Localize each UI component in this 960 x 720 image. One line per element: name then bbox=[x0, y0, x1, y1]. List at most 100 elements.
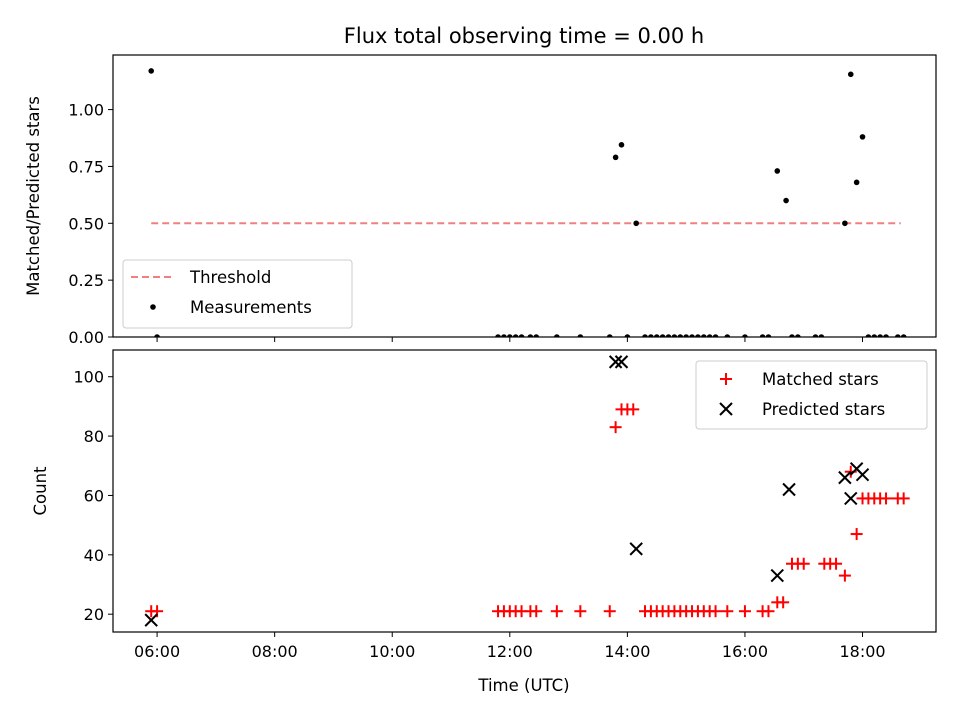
measurement-point bbox=[683, 334, 689, 337]
matched-star-marker bbox=[830, 557, 843, 570]
bottom-y-tick-label: 20 bbox=[84, 605, 104, 624]
predicted-star-marker bbox=[614, 355, 629, 369]
measurement-point bbox=[671, 334, 678, 337]
measurement-point bbox=[712, 334, 719, 337]
matched-star-marker bbox=[850, 528, 863, 541]
bottom-legend-box bbox=[695, 360, 928, 430]
matched-star-marker bbox=[550, 605, 563, 618]
bottom-y-tick-label: 40 bbox=[84, 546, 104, 565]
x-tick-label: 06:00 bbox=[134, 642, 180, 661]
matched-star-marker bbox=[530, 605, 543, 618]
top-axes: 0.00 0.25 0.50 0.75 1.00 bbox=[68, 101, 864, 347]
matched-star-marker bbox=[609, 421, 622, 434]
top-plot-marks bbox=[148, 68, 907, 337]
measurement-point bbox=[774, 168, 781, 174]
predicted-star-marker bbox=[608, 355, 623, 369]
x-tick-label: 10:00 bbox=[369, 642, 415, 661]
measurement-point bbox=[795, 334, 801, 337]
legend-threshold-label: Threshold bbox=[189, 268, 271, 287]
bottom-marks-clip bbox=[144, 355, 910, 627]
legend-matched-label: Matched stars bbox=[762, 370, 879, 389]
measurement-point bbox=[706, 334, 713, 337]
matched-star-marker bbox=[838, 569, 851, 582]
x-tick-label: 16:00 bbox=[722, 642, 768, 661]
measurement-point bbox=[507, 334, 513, 337]
legend-measurements-label: Measurements bbox=[190, 298, 312, 317]
predicted-star-marker bbox=[844, 491, 858, 506]
measurement-point bbox=[783, 197, 789, 204]
measurement-point bbox=[724, 334, 731, 337]
measurement-point bbox=[642, 334, 648, 337]
matched-star-marker bbox=[603, 605, 616, 618]
measurement-point bbox=[554, 334, 560, 337]
measurement-point bbox=[501, 334, 507, 337]
legend-predicted-label: Predicted stars bbox=[762, 400, 885, 419]
top-y-tick-label: 0.25 bbox=[68, 271, 104, 290]
bottom-y-tick-label: 80 bbox=[84, 427, 104, 446]
predicted-star-marker bbox=[770, 568, 784, 583]
x-tick-label: 08:00 bbox=[252, 642, 298, 661]
matched-star-marker bbox=[897, 492, 910, 505]
measurement-point bbox=[853, 179, 860, 186]
matched-star-marker bbox=[738, 605, 751, 618]
bottom-plot-frame bbox=[112, 349, 937, 633]
matched-star-marker bbox=[721, 605, 734, 618]
measurement-point bbox=[518, 334, 525, 337]
measurement-point bbox=[665, 334, 672, 337]
matched-star-marker bbox=[777, 596, 790, 609]
measurement-point bbox=[512, 334, 519, 337]
measurement-point bbox=[148, 68, 155, 74]
measurement-point bbox=[859, 134, 866, 140]
legend-matched-swatch bbox=[720, 373, 732, 385]
matched-star-marker bbox=[880, 492, 893, 505]
predicted-star-marker bbox=[144, 613, 158, 627]
top-y-tick-label: 0.75 bbox=[68, 157, 104, 176]
measurement-point bbox=[894, 334, 901, 337]
measurement-point bbox=[847, 71, 854, 78]
measurement-point bbox=[154, 334, 160, 337]
legend-measurements-swatch bbox=[150, 304, 156, 310]
bottom-axes: 20 40 60 80 100 06:00 08:00 10:00 12:00 14:00 16:0… bbox=[73, 368, 885, 661]
bottom-legend: Matched stars Predicted stars bbox=[695, 360, 928, 430]
measurement-point bbox=[659, 334, 666, 337]
measurement-point bbox=[765, 334, 772, 337]
measurement-point bbox=[495, 334, 501, 337]
predicted-star-marker bbox=[782, 482, 796, 497]
measurement-point bbox=[812, 334, 819, 337]
measurement-point bbox=[577, 334, 584, 337]
top-y-tick-label: 0.50 bbox=[68, 214, 104, 233]
x-tick-label: 14:00 bbox=[604, 642, 650, 661]
top-y-tick-label: 0.00 bbox=[68, 328, 104, 347]
bottom-y-axis-label: Count bbox=[31, 466, 50, 516]
top-panel: Flux total observing time = 0.00 h 0.000… bbox=[24, 24, 937, 347]
measurement-point bbox=[789, 334, 795, 337]
top-y-axis-label: Matched/Predicted stars bbox=[24, 96, 43, 296]
measurement-point bbox=[883, 334, 889, 337]
measurement-point bbox=[900, 334, 907, 337]
top-plot-frame bbox=[112, 54, 937, 338]
measurement-point bbox=[689, 334, 695, 337]
measurement-point bbox=[695, 334, 701, 337]
measurement-point bbox=[742, 334, 748, 337]
measurement-point bbox=[533, 334, 540, 337]
matched-star-marker bbox=[762, 605, 775, 618]
legend-predicted-swatch bbox=[719, 402, 733, 416]
measurement-point bbox=[624, 334, 631, 337]
measurement-point bbox=[612, 154, 619, 161]
measurement-point bbox=[633, 220, 639, 227]
measurement-point bbox=[606, 334, 613, 337]
measurement-point bbox=[677, 334, 684, 337]
bottom-y-tick-label: 60 bbox=[84, 486, 104, 505]
predicted-star-marker bbox=[855, 467, 870, 482]
bottom-y-tick-label: 100 bbox=[73, 368, 104, 387]
measurement-point bbox=[871, 334, 878, 337]
measurement-point bbox=[818, 334, 825, 337]
measurement-point bbox=[700, 334, 707, 337]
measurement-point bbox=[865, 334, 872, 337]
predicted-star-marker bbox=[838, 470, 852, 485]
measurement-point bbox=[653, 334, 660, 337]
measurement-point bbox=[842, 220, 848, 227]
predicted-star-marker bbox=[629, 542, 643, 556]
